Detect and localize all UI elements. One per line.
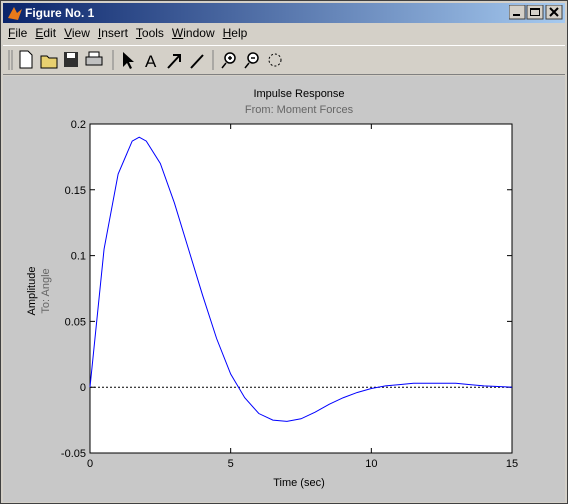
y-tick-label: 0.1 (71, 251, 86, 263)
y-tick-label: 0.15 (65, 185, 86, 197)
toolbar: A (3, 45, 565, 75)
menu-item[interactable]: Edit (35, 26, 57, 40)
menu-item[interactable]: File (8, 26, 28, 40)
x-axis-label: Time (sec) (273, 477, 325, 489)
window-buttons[interactable] (509, 5, 563, 21)
app-icon (8, 7, 22, 20)
y-tick-label: -0.05 (61, 448, 86, 460)
chart: Impulse Response From: Moment Forces Tim… (26, 88, 518, 489)
title-bar: Figure No. 1 (3, 3, 565, 23)
y-tick-label: 0.2 (71, 119, 86, 131)
y-tick-label: 0.05 (65, 316, 86, 328)
toolbar-icons[interactable]: A (3, 46, 303, 74)
y-axis-label: Amplitude (26, 267, 38, 316)
menu-item[interactable]: Window (171, 26, 215, 40)
chart-subtitle: From: Moment Forces (245, 104, 354, 116)
line-series (89, 136, 513, 422)
x-tick-label: 5 (228, 458, 234, 470)
plot-area (89, 123, 513, 454)
svg-text:A: A (145, 52, 157, 71)
y-tick-label: 0 (80, 382, 86, 394)
chart-title: Impulse Response (253, 88, 344, 100)
menu-bar: File Edit View Insert Tools Window Help (3, 24, 565, 43)
output-label: To: Angle (40, 268, 52, 313)
menu-item[interactable]: View (64, 26, 90, 40)
menu-item[interactable]: Insert (97, 26, 128, 40)
x-tick-label: 10 (365, 458, 377, 470)
figure-area: Impulse Response From: Moment Forces Tim… (3, 76, 565, 502)
menu-item[interactable]: Tools (135, 26, 164, 40)
menu-item[interactable]: Help (222, 26, 248, 40)
x-tick-label: 0 (87, 458, 93, 470)
x-tick-label: 15 (506, 458, 518, 470)
window-title: Figure No. 1 (25, 6, 95, 20)
